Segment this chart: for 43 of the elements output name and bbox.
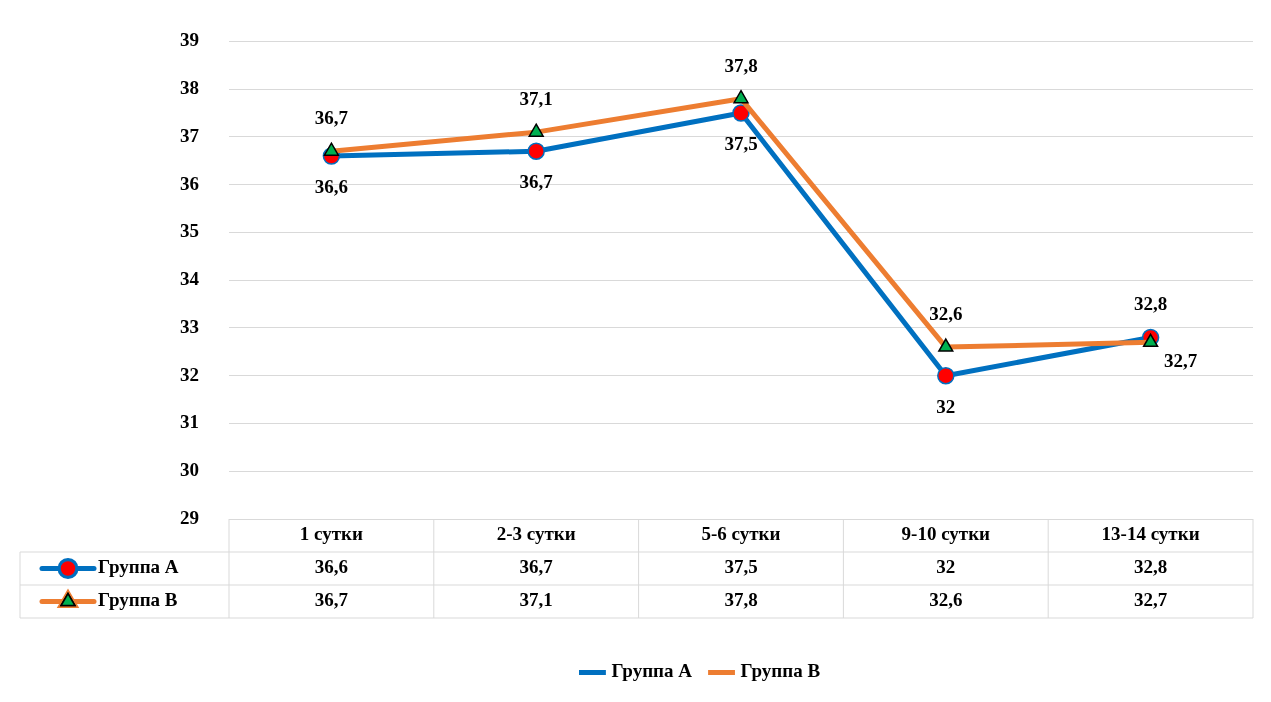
y-tick-label: 39: [180, 29, 199, 51]
legend-label: Группа А: [98, 556, 179, 578]
text: 36,7: [314, 107, 349, 129]
x-tick-label: 1 сутки: [299, 523, 364, 545]
legend-label: Группа В: [98, 589, 178, 611]
y-tick-label: 31: [180, 411, 199, 433]
text: 36,7: [519, 171, 553, 193]
data-label: 37,1: [519, 589, 553, 611]
y-tick-label: 36: [180, 172, 199, 194]
x-tick-label: 5-6 сутки: [701, 523, 781, 545]
x-tick-label: 2-3 сутки: [496, 523, 576, 545]
point: [527, 142, 545, 160]
data-label: 37,8: [724, 589, 758, 611]
y-tick-label: 32: [180, 363, 199, 385]
data-label: 32,7: [1133, 589, 1168, 611]
point: [937, 366, 955, 385]
text: 32,7: [1163, 350, 1198, 372]
y-tick-label: 29: [180, 506, 199, 528]
x-tick-label: 13-14 сутки: [1101, 523, 1200, 545]
data-label: 37,5: [724, 556, 758, 578]
y-tick-label: 37: [180, 124, 200, 146]
text: 32,6: [929, 302, 963, 324]
x-tick-label: 9-10 сутки: [901, 523, 991, 545]
data-label: 32,8: [1133, 556, 1168, 578]
text: 36,6: [314, 175, 349, 197]
text: 37,5: [724, 132, 758, 154]
y-tick-label: 35: [180, 220, 199, 242]
y-tick-label: 30: [180, 459, 199, 481]
data-label: 36,7: [314, 589, 349, 611]
point: [732, 104, 750, 122]
data-label: 36,6: [314, 556, 349, 578]
y-tick-label: 33: [180, 315, 199, 337]
text: Группа А: [611, 660, 693, 682]
data-label: 32: [936, 556, 956, 578]
y-tick-label: 38: [180, 77, 199, 99]
text: Группа В: [740, 660, 821, 682]
text: 37,8: [724, 54, 758, 76]
text: 32: [936, 395, 956, 417]
y-tick-label: 34: [180, 268, 200, 290]
data-label: 36,7: [519, 556, 554, 578]
text: 32,8: [1133, 293, 1168, 315]
text: 37,1: [519, 88, 553, 110]
data-label: 32,6: [929, 589, 963, 611]
